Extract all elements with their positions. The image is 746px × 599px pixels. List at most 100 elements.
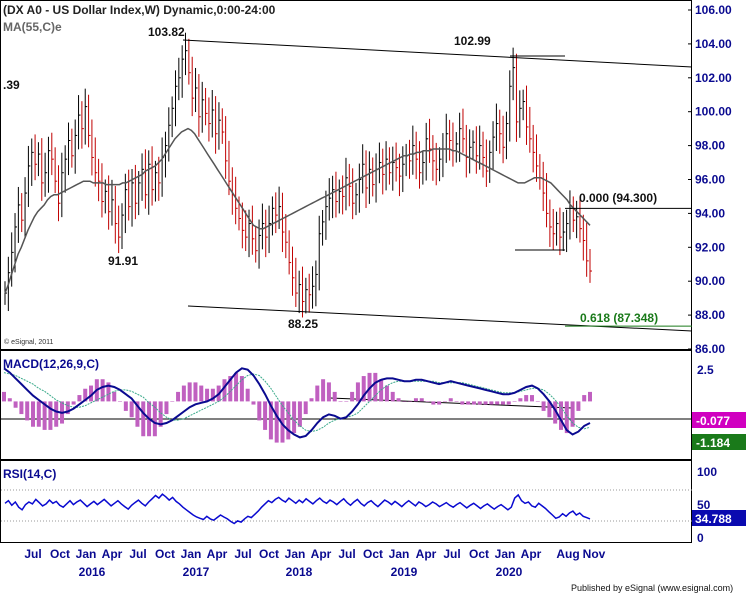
- macd-hist-bar: [500, 401, 505, 405]
- x-year-label: 2016: [79, 565, 106, 579]
- macd-hist-bar: [48, 401, 53, 430]
- macd-hist-bar: [251, 401, 256, 405]
- macd-hist-bar: [384, 385, 389, 402]
- macd-hist-bar: [210, 388, 215, 402]
- chart-title: (DX A0 - US Dollar Index,W) Dynamic,0:00…: [3, 3, 276, 17]
- macd-hist-bar: [477, 401, 482, 405]
- macd-hist-bar: [547, 401, 552, 418]
- macd-hist-bar: [100, 379, 105, 402]
- macd-hist-bar: [570, 401, 575, 427]
- macd-hist-bar: [263, 401, 268, 430]
- macd-hist-bar: [535, 401, 540, 402]
- price-tick-label: 106.00: [695, 3, 732, 17]
- macd-hist-bar: [205, 388, 210, 402]
- price-panel-frame: [0, 0, 692, 350]
- macd-hist-bar: [158, 401, 163, 427]
- x-month-label: Apr: [416, 547, 437, 561]
- x-month-label: Jan: [181, 547, 202, 561]
- macd-hist-bar: [274, 401, 279, 443]
- macd-hist-bar: [129, 401, 134, 418]
- macd-hist-bar: [152, 401, 157, 437]
- macd-hist-bar: [506, 401, 511, 405]
- macd-hist-bar: [332, 391, 337, 402]
- lower-trendline: [187, 305, 693, 332]
- macd-hist-bar: [344, 401, 349, 402]
- macd-hist-bar: [413, 398, 418, 402]
- macd-hist-bar: [65, 401, 70, 415]
- ma-label: MA(55,C)e: [3, 20, 62, 34]
- x-month-label: Oct: [469, 547, 489, 561]
- signal-value-label: -1.184: [696, 436, 730, 450]
- fib-618-label: 0.618 (87.348): [580, 311, 658, 325]
- macd-hist-bar: [315, 385, 320, 402]
- macd-panel-frame: [0, 350, 692, 460]
- trend-lines: [182, 39, 693, 332]
- macd-hist-bar: [431, 401, 436, 405]
- macd-hist-bar: [390, 391, 395, 402]
- macd-hist-bar: [228, 376, 233, 402]
- macd-hist-bar: [118, 401, 123, 402]
- macd-line: [3, 367, 591, 439]
- price-bars: [4, 32, 592, 318]
- x-month-label: Oct: [259, 547, 279, 561]
- price-tick-label: 96.00: [695, 173, 725, 187]
- macd-hist-bar: [326, 382, 331, 402]
- macd-hist-bar: [582, 395, 587, 402]
- x-month-label: Oct: [50, 547, 70, 561]
- macd-hist-bar: [425, 401, 430, 402]
- x-month-label: Apr: [207, 547, 228, 561]
- x-month-label: Aug: [556, 547, 579, 561]
- price-tick-label: 94.00: [695, 206, 725, 220]
- macd-tick-2-5: 2.5: [697, 363, 714, 377]
- macd-hist-bar: [199, 385, 204, 402]
- macd-hist-bar: [396, 398, 401, 402]
- upper-trendline: [182, 39, 693, 68]
- macd-hist-bar: [309, 398, 314, 402]
- macd-hist-bar: [19, 401, 24, 415]
- fib-0-label: 0.000 (94.300): [579, 191, 657, 205]
- macd-hist-bar: [321, 379, 326, 402]
- signal-value-badge: [692, 434, 746, 450]
- high-label-1: 103.82: [148, 25, 185, 39]
- macd-hist-bar: [42, 401, 47, 430]
- copyright-label: © eSignal, 2011: [4, 338, 54, 346]
- high-label-2: 102.99: [454, 34, 491, 48]
- macd-hist-bar: [77, 395, 82, 402]
- macd-hist-bar: [576, 401, 581, 411]
- rsi-title: RSI(14,C): [3, 467, 56, 481]
- macd-hist-bar: [524, 395, 529, 402]
- price-y-axis: 106.00 104.00 102.00 100.00 98.00 96.00 94.00 9…: [688, 3, 732, 356]
- macd-hist-bar: [71, 401, 76, 405]
- x-month-label: Jul: [129, 547, 146, 561]
- macd-hist-bar: [303, 401, 308, 415]
- macd-hist-bar: [187, 382, 192, 402]
- macd-hist-bar: [437, 401, 442, 405]
- macd-hist-bar: [350, 391, 355, 402]
- x-year-label: 2019: [391, 565, 418, 579]
- macd-hist-bar: [25, 401, 30, 421]
- x-month-label: Jan: [285, 547, 306, 561]
- x-month-label: Nov: [583, 547, 606, 561]
- macd-hist-bar: [361, 376, 366, 402]
- macd-hist-bar: [529, 395, 534, 402]
- x-month-label: Jul: [338, 547, 355, 561]
- macd-hist-bar: [355, 382, 360, 402]
- macd-hist-bar: [31, 401, 36, 427]
- macd-hist-bar: [512, 401, 517, 402]
- macd-value-badge: [692, 412, 746, 428]
- macd-hist-bar: [181, 385, 186, 402]
- x-year-label: 2018: [286, 565, 313, 579]
- macd-hist-bar: [483, 401, 488, 405]
- macd-hist-bar: [553, 401, 558, 424]
- footer-label: Published by eSignal (www.esignal.com): [571, 583, 733, 593]
- price-tick-label: 104.00: [695, 37, 732, 51]
- macd-hist-bar: [83, 388, 88, 402]
- macd-hist-bar: [106, 382, 111, 402]
- macd-hist-bar: [36, 401, 41, 427]
- macd-hist-bar: [286, 401, 291, 440]
- x-month-label: Apr: [521, 547, 542, 561]
- macd-hist-bar: [541, 401, 546, 411]
- x-year-label: 2017: [183, 565, 210, 579]
- macd-hist-bar: [292, 401, 297, 434]
